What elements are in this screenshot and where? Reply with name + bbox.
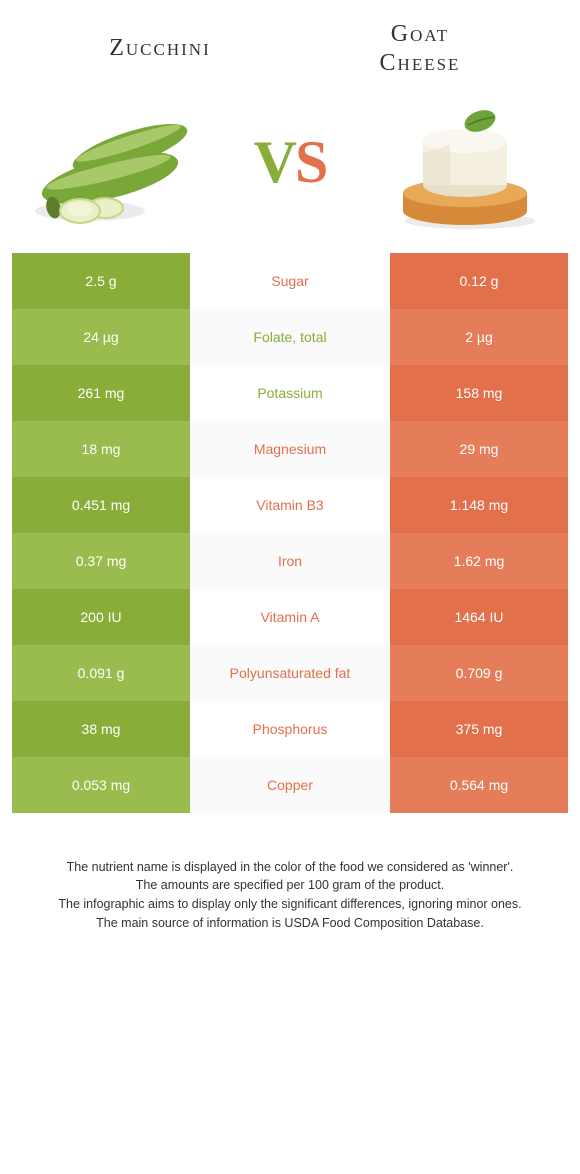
right-value: 2 µg (390, 309, 568, 365)
right-title: Goat Cheese (290, 20, 550, 78)
footnote-line: The main source of information is USDA F… (30, 914, 550, 933)
nutrient-table: 2.5 gSugar0.12 g24 µgFolate, total2 µg26… (12, 253, 568, 813)
left-value: 0.37 mg (12, 533, 190, 589)
footnote-line: The amounts are specified per 100 gram o… (30, 876, 550, 895)
right-value: 0.564 mg (390, 757, 568, 813)
right-value: 1464 IU (390, 589, 568, 645)
nutrient-label: Phosphorus (190, 701, 390, 757)
right-title-line1: Goat (391, 21, 449, 47)
footnotes: The nutrient name is displayed in the co… (0, 813, 580, 963)
left-value: 261 mg (12, 365, 190, 421)
footnote-line: The infographic aims to display only the… (30, 895, 550, 914)
right-value: 0.709 g (390, 645, 568, 701)
image-row: VS (0, 88, 580, 253)
left-value: 38 mg (12, 701, 190, 757)
right-value: 29 mg (390, 421, 568, 477)
vs-label: VS (254, 128, 327, 197)
table-row: 2.5 gSugar0.12 g (12, 253, 568, 309)
left-value: 2.5 g (12, 253, 190, 309)
table-row: 0.37 mgIron1.62 mg (12, 533, 568, 589)
table-row: 0.091 gPolyunsaturated fat0.709 g (12, 645, 568, 701)
right-value: 0.12 g (390, 253, 568, 309)
header: Zucchini Goat Cheese (0, 0, 580, 88)
table-row: 0.053 mgCopper0.564 mg (12, 757, 568, 813)
table-row: 18 mgMagnesium29 mg (12, 421, 568, 477)
left-title: Zucchini (30, 35, 290, 62)
nutrient-label: Copper (190, 757, 390, 813)
left-value: 18 mg (12, 421, 190, 477)
nutrient-label: Vitamin A (190, 589, 390, 645)
table-row: 200 IUVitamin A1464 IU (12, 589, 568, 645)
nutrient-label: Vitamin B3 (190, 477, 390, 533)
left-value: 0.091 g (12, 645, 190, 701)
left-value: 0.053 mg (12, 757, 190, 813)
footnote-line: The nutrient name is displayed in the co… (30, 858, 550, 877)
nutrient-label: Polyunsaturated fat (190, 645, 390, 701)
vs-v: V (254, 129, 295, 195)
table-row: 261 mgPotassium158 mg (12, 365, 568, 421)
table-row: 24 µgFolate, total2 µg (12, 309, 568, 365)
nutrient-label: Sugar (190, 253, 390, 309)
right-value: 375 mg (390, 701, 568, 757)
zucchini-image (30, 93, 200, 233)
nutrient-label: Magnesium (190, 421, 390, 477)
right-value: 158 mg (390, 365, 568, 421)
nutrient-label: Folate, total (190, 309, 390, 365)
left-value: 24 µg (12, 309, 190, 365)
right-value: 1.62 mg (390, 533, 568, 589)
left-value: 200 IU (12, 589, 190, 645)
right-value: 1.148 mg (390, 477, 568, 533)
table-row: 38 mgPhosphorus375 mg (12, 701, 568, 757)
left-value: 0.451 mg (12, 477, 190, 533)
nutrient-label: Potassium (190, 365, 390, 421)
vs-s: S (295, 129, 326, 195)
right-title-line2: Cheese (380, 50, 461, 76)
goat-cheese-image (380, 93, 550, 233)
table-row: 0.451 mgVitamin B31.148 mg (12, 477, 568, 533)
nutrient-label: Iron (190, 533, 390, 589)
